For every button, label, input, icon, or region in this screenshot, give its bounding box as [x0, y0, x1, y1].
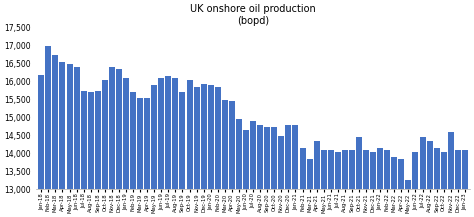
- Bar: [109, 67, 115, 217]
- Bar: [384, 150, 390, 217]
- Bar: [419, 137, 426, 217]
- Bar: [328, 150, 334, 217]
- Bar: [342, 150, 348, 217]
- Bar: [158, 78, 164, 217]
- Bar: [165, 76, 172, 217]
- Bar: [370, 152, 376, 217]
- Bar: [356, 137, 362, 217]
- Bar: [377, 148, 383, 217]
- Bar: [215, 87, 221, 217]
- Bar: [285, 125, 292, 217]
- Bar: [38, 75, 44, 217]
- Bar: [292, 125, 299, 217]
- Bar: [307, 159, 312, 217]
- Bar: [193, 87, 200, 217]
- Bar: [137, 98, 143, 217]
- Bar: [130, 92, 136, 217]
- Bar: [405, 180, 411, 217]
- Bar: [314, 141, 319, 217]
- Bar: [321, 150, 327, 217]
- Bar: [173, 78, 178, 217]
- Bar: [81, 91, 87, 217]
- Bar: [392, 157, 397, 217]
- Bar: [243, 130, 249, 217]
- Bar: [448, 132, 454, 217]
- Bar: [66, 64, 73, 217]
- Bar: [53, 55, 58, 217]
- Bar: [264, 127, 270, 217]
- Bar: [59, 62, 65, 217]
- Bar: [102, 80, 108, 217]
- Bar: [363, 150, 369, 217]
- Bar: [208, 85, 214, 217]
- Bar: [278, 135, 284, 217]
- Bar: [455, 150, 461, 217]
- Bar: [180, 92, 185, 217]
- Bar: [123, 78, 129, 217]
- Bar: [229, 101, 235, 217]
- Bar: [335, 152, 341, 217]
- Bar: [46, 46, 51, 217]
- Bar: [462, 150, 468, 217]
- Bar: [151, 85, 157, 217]
- Bar: [349, 150, 355, 217]
- Bar: [271, 127, 277, 217]
- Bar: [73, 67, 80, 217]
- Bar: [427, 141, 433, 217]
- Bar: [434, 148, 440, 217]
- Bar: [250, 121, 256, 217]
- Bar: [222, 100, 228, 217]
- Bar: [201, 84, 207, 217]
- Bar: [236, 119, 242, 217]
- Bar: [144, 98, 150, 217]
- Bar: [300, 148, 306, 217]
- Bar: [412, 152, 419, 217]
- Bar: [116, 69, 122, 217]
- Bar: [398, 159, 404, 217]
- Title: UK onshore oil production
(bopd): UK onshore oil production (bopd): [190, 4, 316, 26]
- Bar: [441, 152, 447, 217]
- Bar: [88, 92, 94, 217]
- Bar: [257, 125, 263, 217]
- Bar: [187, 80, 192, 217]
- Bar: [95, 91, 101, 217]
